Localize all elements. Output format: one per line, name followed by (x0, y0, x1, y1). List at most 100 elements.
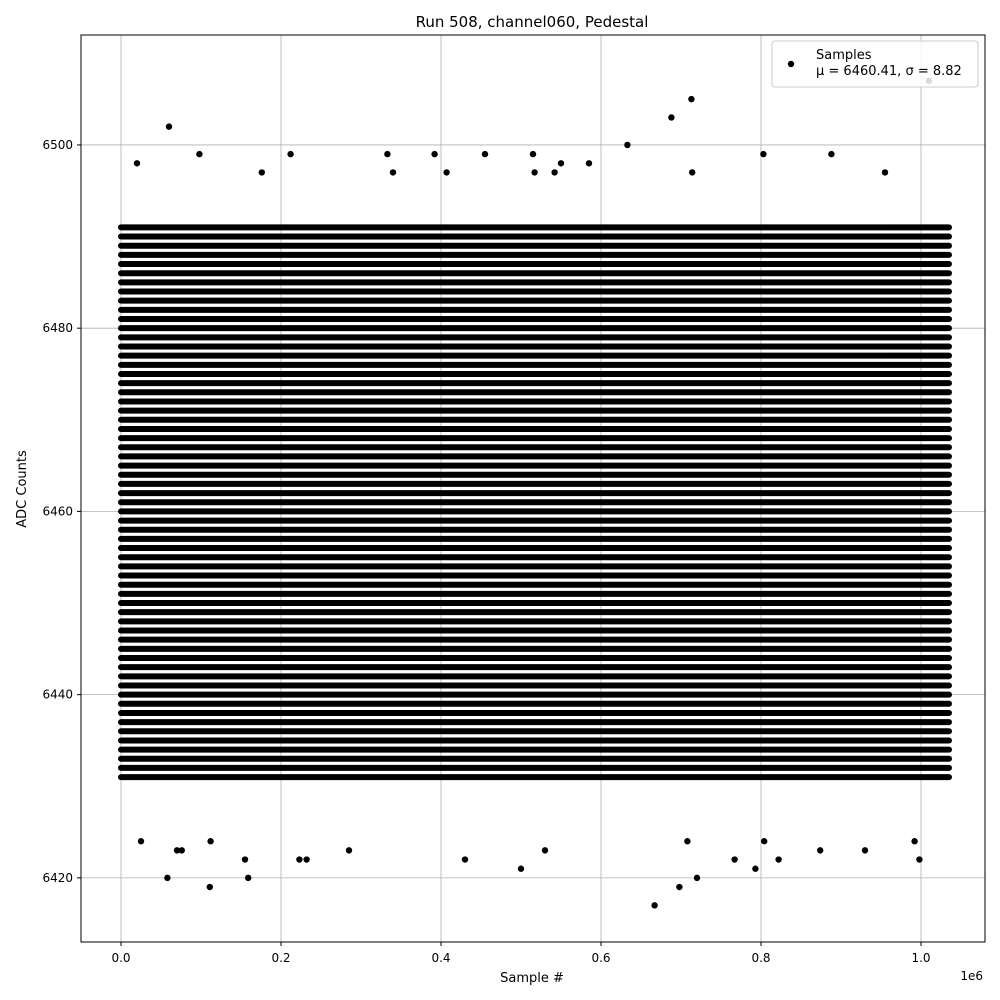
data-point (911, 838, 918, 845)
data-point (345, 847, 353, 854)
data-point-band (118, 581, 952, 588)
data-point (760, 150, 767, 158)
data-point-band (118, 435, 952, 442)
y-axis-label: ADC Counts (15, 450, 30, 528)
data-point (207, 838, 214, 845)
data-point-band (118, 526, 952, 533)
data-point (206, 883, 213, 891)
y-tick-label: 6500 (42, 138, 73, 152)
y-tick-label: 6480 (42, 321, 73, 335)
data-point (684, 838, 691, 845)
data-point (752, 865, 759, 872)
data-point (303, 856, 310, 863)
data-point-band (118, 746, 952, 753)
data-point (137, 838, 145, 845)
data-point (881, 169, 889, 176)
data-point-band (118, 462, 952, 469)
data-point-band (118, 709, 952, 716)
data-point-band (118, 554, 952, 561)
data-point-band (118, 774, 952, 781)
data-point (384, 150, 391, 158)
data-point-band (118, 691, 952, 698)
data-point-band (118, 316, 952, 323)
data-point-band (118, 389, 952, 396)
data-point-band (118, 270, 952, 277)
data-point-band (118, 380, 952, 387)
data-point (817, 847, 824, 854)
data-point (287, 150, 294, 158)
data-point-band (118, 325, 952, 332)
data-point-band (118, 508, 952, 515)
data-point-band (118, 480, 952, 487)
data-point-band (118, 728, 952, 735)
legend-series-name: Samples (816, 48, 872, 63)
data-point (133, 160, 141, 167)
data-point-band (118, 343, 952, 350)
plot-area-frame (80, 34, 986, 943)
data-point (651, 902, 658, 909)
data-point-band (118, 306, 952, 313)
data-point-band (118, 563, 952, 570)
data-point-band (118, 645, 952, 652)
data-points (118, 77, 952, 909)
x-axis-label: Sample # (500, 971, 564, 986)
data-point (541, 847, 549, 854)
legend-marker (787, 60, 795, 68)
data-point-band (118, 737, 952, 744)
data-point-band (118, 444, 952, 451)
data-point (164, 874, 171, 882)
data-point-band (118, 334, 952, 341)
data-point (731, 856, 738, 863)
data-point (688, 95, 695, 103)
data-point-band (118, 224, 952, 231)
legend-box (771, 40, 979, 88)
data-point (529, 150, 537, 158)
data-point-band (118, 618, 952, 625)
y-tick-label: 6460 (42, 504, 73, 518)
data-point-band (118, 535, 952, 542)
legend: Samples μ = 6460.41, σ = 8.82 (771, 40, 979, 88)
chart-title: Run 508, channel060, Pedestal (416, 13, 649, 31)
data-point (689, 169, 696, 176)
data-point-band (118, 251, 952, 258)
data-point-band (118, 673, 952, 680)
x-tick-label: 0.6 (591, 951, 610, 965)
data-point-band (118, 471, 952, 478)
data-point-band (118, 398, 952, 405)
data-point (178, 847, 185, 854)
data-point (551, 169, 558, 176)
y-tick-label: 6420 (42, 871, 73, 885)
data-point-band (118, 352, 952, 359)
x-tick-label: 1.0 (911, 951, 930, 965)
data-point (828, 150, 835, 158)
data-point (431, 150, 438, 158)
data-point-band (118, 370, 952, 377)
data-point (517, 865, 525, 872)
data-point-band (118, 361, 952, 368)
data-point-band (118, 233, 952, 240)
x-tick-label: 0.2 (271, 951, 290, 965)
data-point-band (118, 425, 952, 432)
data-point-band (118, 719, 952, 726)
data-point-band (118, 755, 952, 762)
data-point (245, 874, 252, 882)
data-point-band (118, 609, 952, 616)
axis-ticks: 0.0 0.2 0.4 0.6 0.8 1.0 6420 6440 6460 6480 6500 (42, 138, 930, 965)
data-point-band (118, 242, 952, 249)
y-tick-label: 6440 (42, 688, 73, 702)
data-point-band (118, 764, 952, 771)
data-point (461, 856, 469, 863)
data-point (443, 169, 450, 176)
data-point-band (118, 636, 952, 643)
data-point-band (118, 288, 952, 295)
data-point (775, 856, 782, 863)
data-point-band (118, 279, 952, 286)
data-point-band (118, 700, 952, 707)
data-point (196, 150, 203, 158)
data-point-band (118, 627, 952, 634)
legend-stats-label: μ = 6460.41, σ = 8.82 (816, 64, 962, 79)
data-point (389, 169, 397, 176)
data-point (241, 856, 249, 863)
data-point-band (118, 407, 952, 414)
data-point-band (118, 664, 952, 671)
